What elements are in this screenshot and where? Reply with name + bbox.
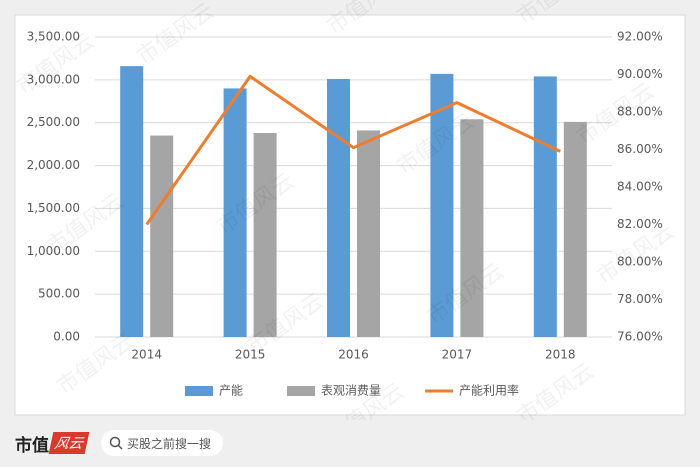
y2-tick-label: 76.00% xyxy=(617,330,663,344)
bar xyxy=(223,88,247,337)
y2-tick-label: 82.00% xyxy=(617,217,663,231)
y2-tick-label: 90.00% xyxy=(617,67,663,81)
y2-tick-label: 88.00% xyxy=(617,105,663,119)
y2-tick-label: 92.00% xyxy=(617,30,663,44)
x-tick-label: 2014 xyxy=(131,348,162,362)
search-placeholder: 买股之前搜一搜 xyxy=(127,436,212,451)
search-icon xyxy=(109,436,123,450)
y-tick-label: 1,000.00 xyxy=(27,244,80,258)
bar xyxy=(120,66,144,338)
bar xyxy=(430,73,454,337)
y-tick-label: 1,500.00 xyxy=(27,201,80,215)
brand: 市值 xyxy=(15,435,49,456)
footer: 市值 风云 买股之前搜一搜 xyxy=(15,428,223,458)
line xyxy=(145,74,561,226)
x-tick-label: 2016 xyxy=(338,348,369,362)
y2-tick-label: 80.00% xyxy=(617,255,663,269)
bar xyxy=(460,119,484,338)
bar xyxy=(563,121,587,337)
y-tick-label: 0.00 xyxy=(53,330,80,344)
search-box[interactable]: 买股之前搜一搜 xyxy=(101,430,223,456)
x-tick-label: 2018 xyxy=(545,348,576,362)
x-tick-label: 2015 xyxy=(235,348,266,362)
y-tick-label: 3,500.00 xyxy=(27,30,80,44)
legend-label: 表观消费量 xyxy=(321,384,381,398)
y-tick-label: 2,000.00 xyxy=(27,158,80,172)
bar xyxy=(150,135,174,337)
legend-swatch xyxy=(287,386,316,396)
bar xyxy=(253,133,277,337)
y2-tick-label: 84.00% xyxy=(617,180,663,194)
legend-label: 产能 xyxy=(219,384,243,398)
bar xyxy=(327,79,350,337)
y-tick-label: 2,500.00 xyxy=(27,115,80,129)
chart: 0.00 500.00 1,000.00 1,500.00 2,000.00 2,500.… xyxy=(13,0,686,420)
bar xyxy=(533,76,557,337)
legend-label: 产能利用率 xyxy=(459,383,519,398)
y2-tick-label: 86.00% xyxy=(617,142,663,156)
brand-logo: 风云 xyxy=(48,432,90,454)
bar xyxy=(357,130,380,337)
y-tick-label: 3,000.00 xyxy=(27,72,80,86)
y-tick-label: 500.00 xyxy=(38,287,80,301)
x-tick-label: 2017 xyxy=(442,348,473,362)
y2-tick-label: 78.00% xyxy=(617,292,663,306)
legend-swatch xyxy=(185,386,213,396)
